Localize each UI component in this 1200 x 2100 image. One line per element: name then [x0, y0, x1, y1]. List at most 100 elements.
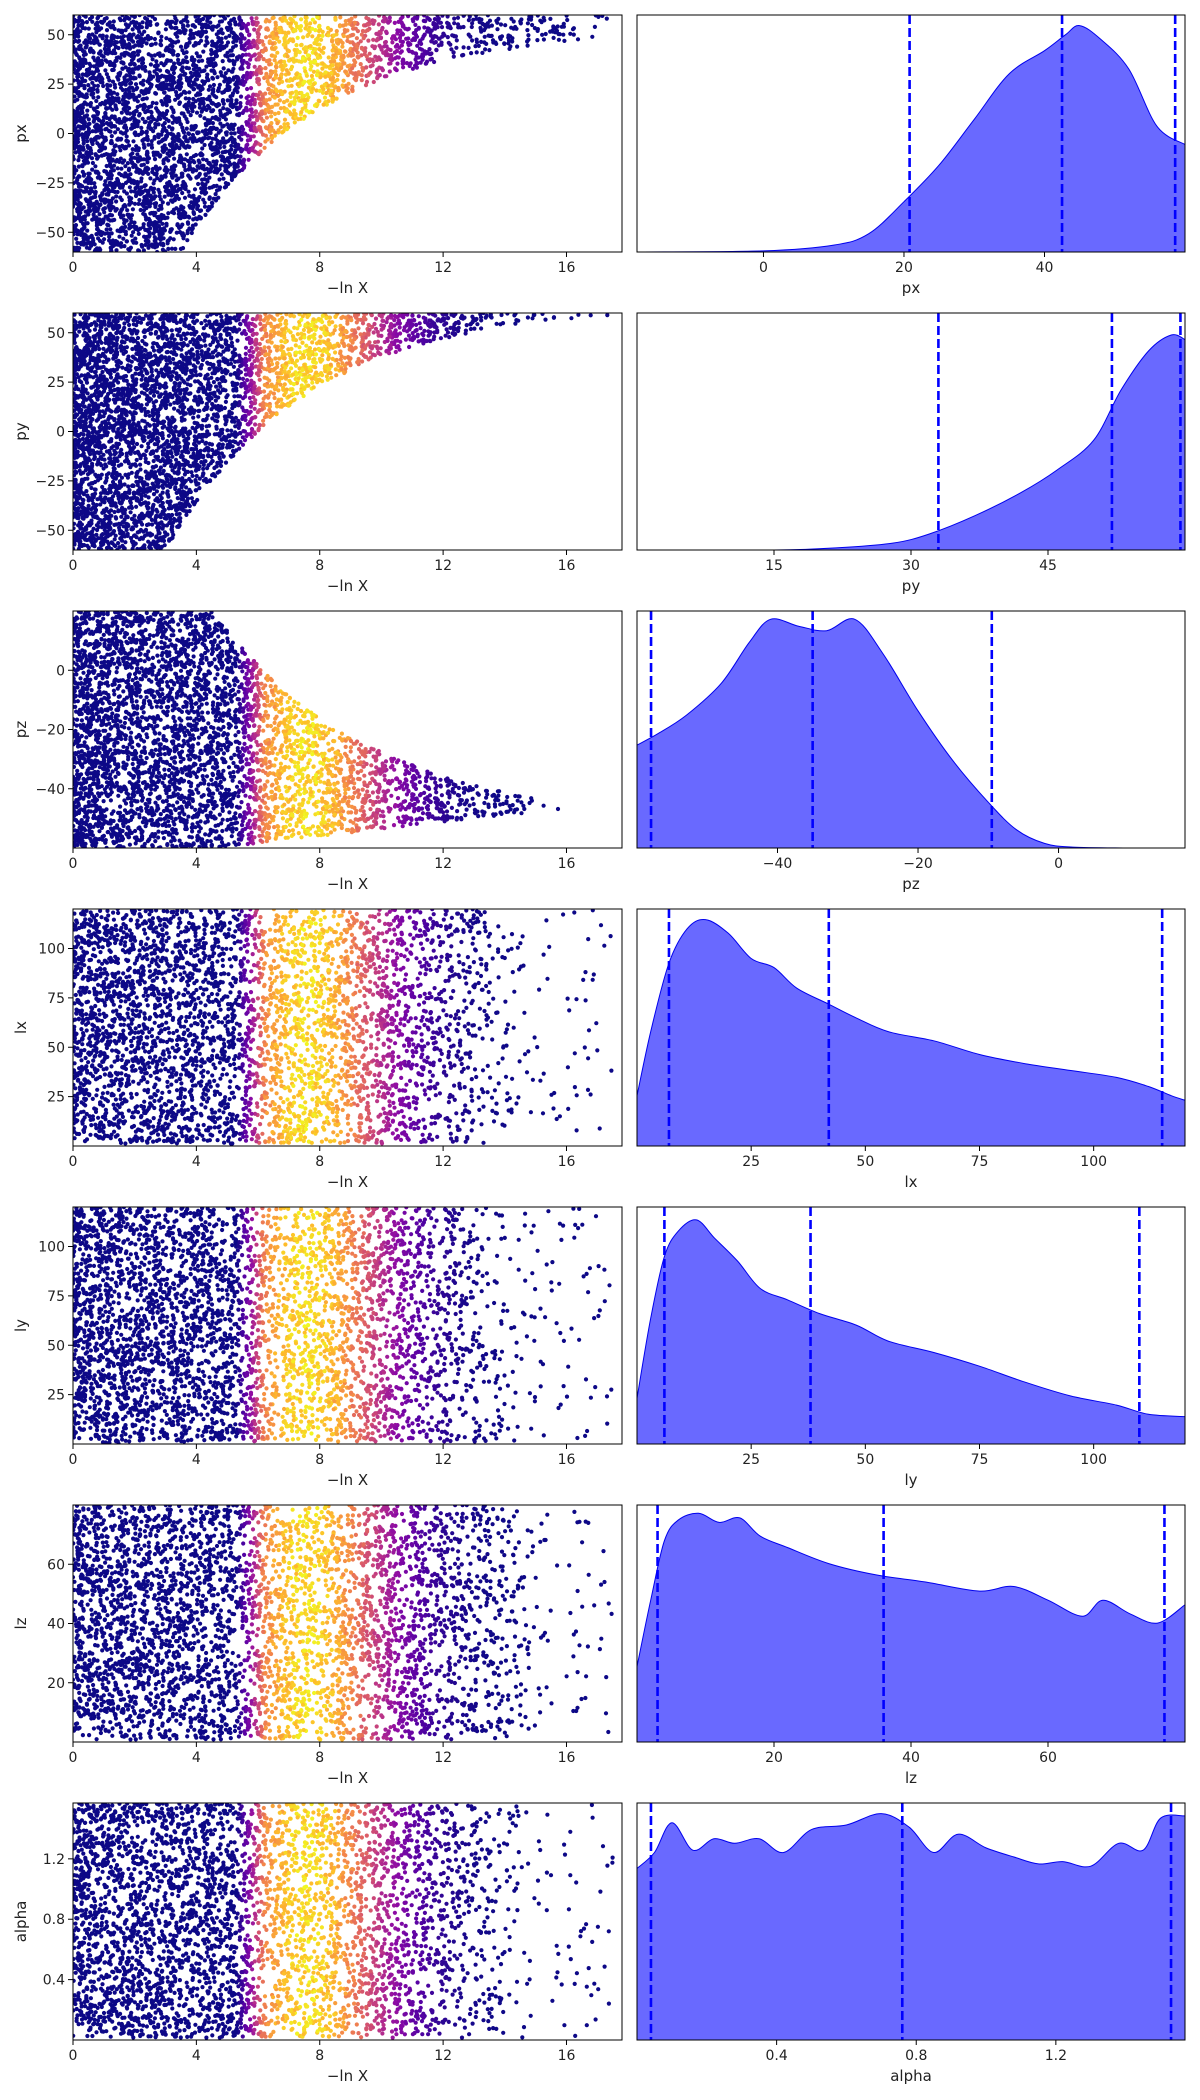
- trace-point: [179, 174, 184, 179]
- trace-point: [214, 24, 219, 29]
- trace-point: [106, 203, 111, 209]
- trace-point: [103, 68, 108, 73]
- trace-point: [250, 22, 256, 27]
- trace-point: [104, 106, 109, 111]
- trace-point: [334, 38, 339, 43]
- trace-point: [154, 72, 159, 77]
- trace-point: [85, 139, 90, 144]
- trace-point: [160, 200, 165, 205]
- trace-point: [93, 194, 98, 199]
- trace-point: [136, 201, 141, 206]
- trace-point: [230, 91, 236, 96]
- trace-point: [155, 242, 160, 247]
- trace-point: [84, 44, 89, 50]
- trace-point: [315, 42, 320, 47]
- trace-point: [136, 248, 141, 252]
- trace-point: [253, 109, 258, 114]
- trace-point: [75, 30, 80, 35]
- trace-point: [257, 90, 262, 95]
- trace-point: [172, 80, 177, 85]
- trace-point: [121, 34, 127, 39]
- trace-point: [380, 19, 386, 24]
- x-tick-label: 0: [759, 260, 768, 276]
- trace-point: [232, 138, 237, 143]
- trace-point: [102, 237, 107, 242]
- trace-point: [131, 88, 136, 93]
- trace-point: [292, 47, 297, 53]
- trace-point: [262, 145, 267, 150]
- trace-point: [202, 142, 207, 148]
- trace-point: [311, 69, 316, 74]
- trace-point: [365, 22, 371, 27]
- trace-point: [310, 86, 316, 91]
- trace-point: [259, 111, 264, 116]
- trace-point: [273, 26, 278, 31]
- trace-point: [260, 39, 265, 44]
- trace-point: [483, 47, 488, 52]
- trace-point: [184, 126, 189, 131]
- trace-point: [231, 77, 236, 82]
- trace-point: [332, 71, 337, 76]
- trace-point: [200, 182, 205, 187]
- trace-point: [163, 96, 168, 101]
- trace-point: [408, 61, 413, 66]
- trace-point: [293, 51, 298, 56]
- trace-point: [322, 95, 328, 100]
- trace-point: [231, 31, 236, 36]
- trace-point: [197, 105, 202, 110]
- trace-point: [95, 227, 100, 232]
- trace-point: [415, 15, 420, 19]
- trace-point: [269, 53, 274, 58]
- trace-point: [474, 50, 479, 55]
- trace-point: [147, 230, 152, 235]
- trace-point: [320, 66, 325, 71]
- trace-point: [187, 96, 192, 101]
- trace-point: [105, 231, 110, 236]
- trace-point: [96, 126, 101, 131]
- trace-point: [273, 102, 278, 107]
- trace-point: [214, 384, 219, 389]
- trace-point: [136, 132, 141, 138]
- trace-point: [466, 45, 471, 51]
- trace-point: [299, 90, 304, 96]
- trace-point: [301, 81, 306, 86]
- trace-point: [200, 58, 205, 63]
- trace-point: [145, 160, 150, 165]
- trace-point: [365, 28, 370, 33]
- trace-point: [210, 43, 215, 48]
- trace-point: [91, 38, 96, 43]
- trace-point: [421, 18, 426, 23]
- trace-point: [592, 24, 598, 29]
- trace-point: [181, 142, 186, 147]
- trace-point: [128, 81, 133, 86]
- trace-point: [374, 38, 379, 43]
- trace-point: [123, 180, 129, 185]
- trace-point: [120, 102, 126, 107]
- trace-point: [191, 167, 196, 172]
- trace-point: [151, 190, 156, 195]
- trace-point: [250, 114, 255, 119]
- trace-point: [119, 52, 124, 57]
- trace-point: [128, 74, 133, 79]
- trace-point: [136, 66, 141, 71]
- trace-point: [117, 234, 122, 239]
- trace-point: [297, 323, 302, 328]
- trace-point: [258, 70, 263, 75]
- trace-point: [112, 509, 117, 515]
- trace-point: [216, 150, 221, 155]
- trace-point: [356, 70, 361, 75]
- trace-point: [139, 32, 144, 37]
- trace-point: [227, 159, 232, 165]
- trace-point: [91, 95, 96, 100]
- trace-point: [227, 108, 232, 113]
- trace-point: [376, 22, 381, 27]
- trace-point: [96, 248, 101, 252]
- y-tick-label: −25: [35, 176, 65, 192]
- trace-point: [123, 28, 128, 33]
- trace-point: [271, 36, 276, 41]
- trace-point: [207, 105, 212, 110]
- trace-point: [146, 188, 151, 193]
- trace-point: [238, 94, 244, 99]
- trace-point: [118, 156, 123, 161]
